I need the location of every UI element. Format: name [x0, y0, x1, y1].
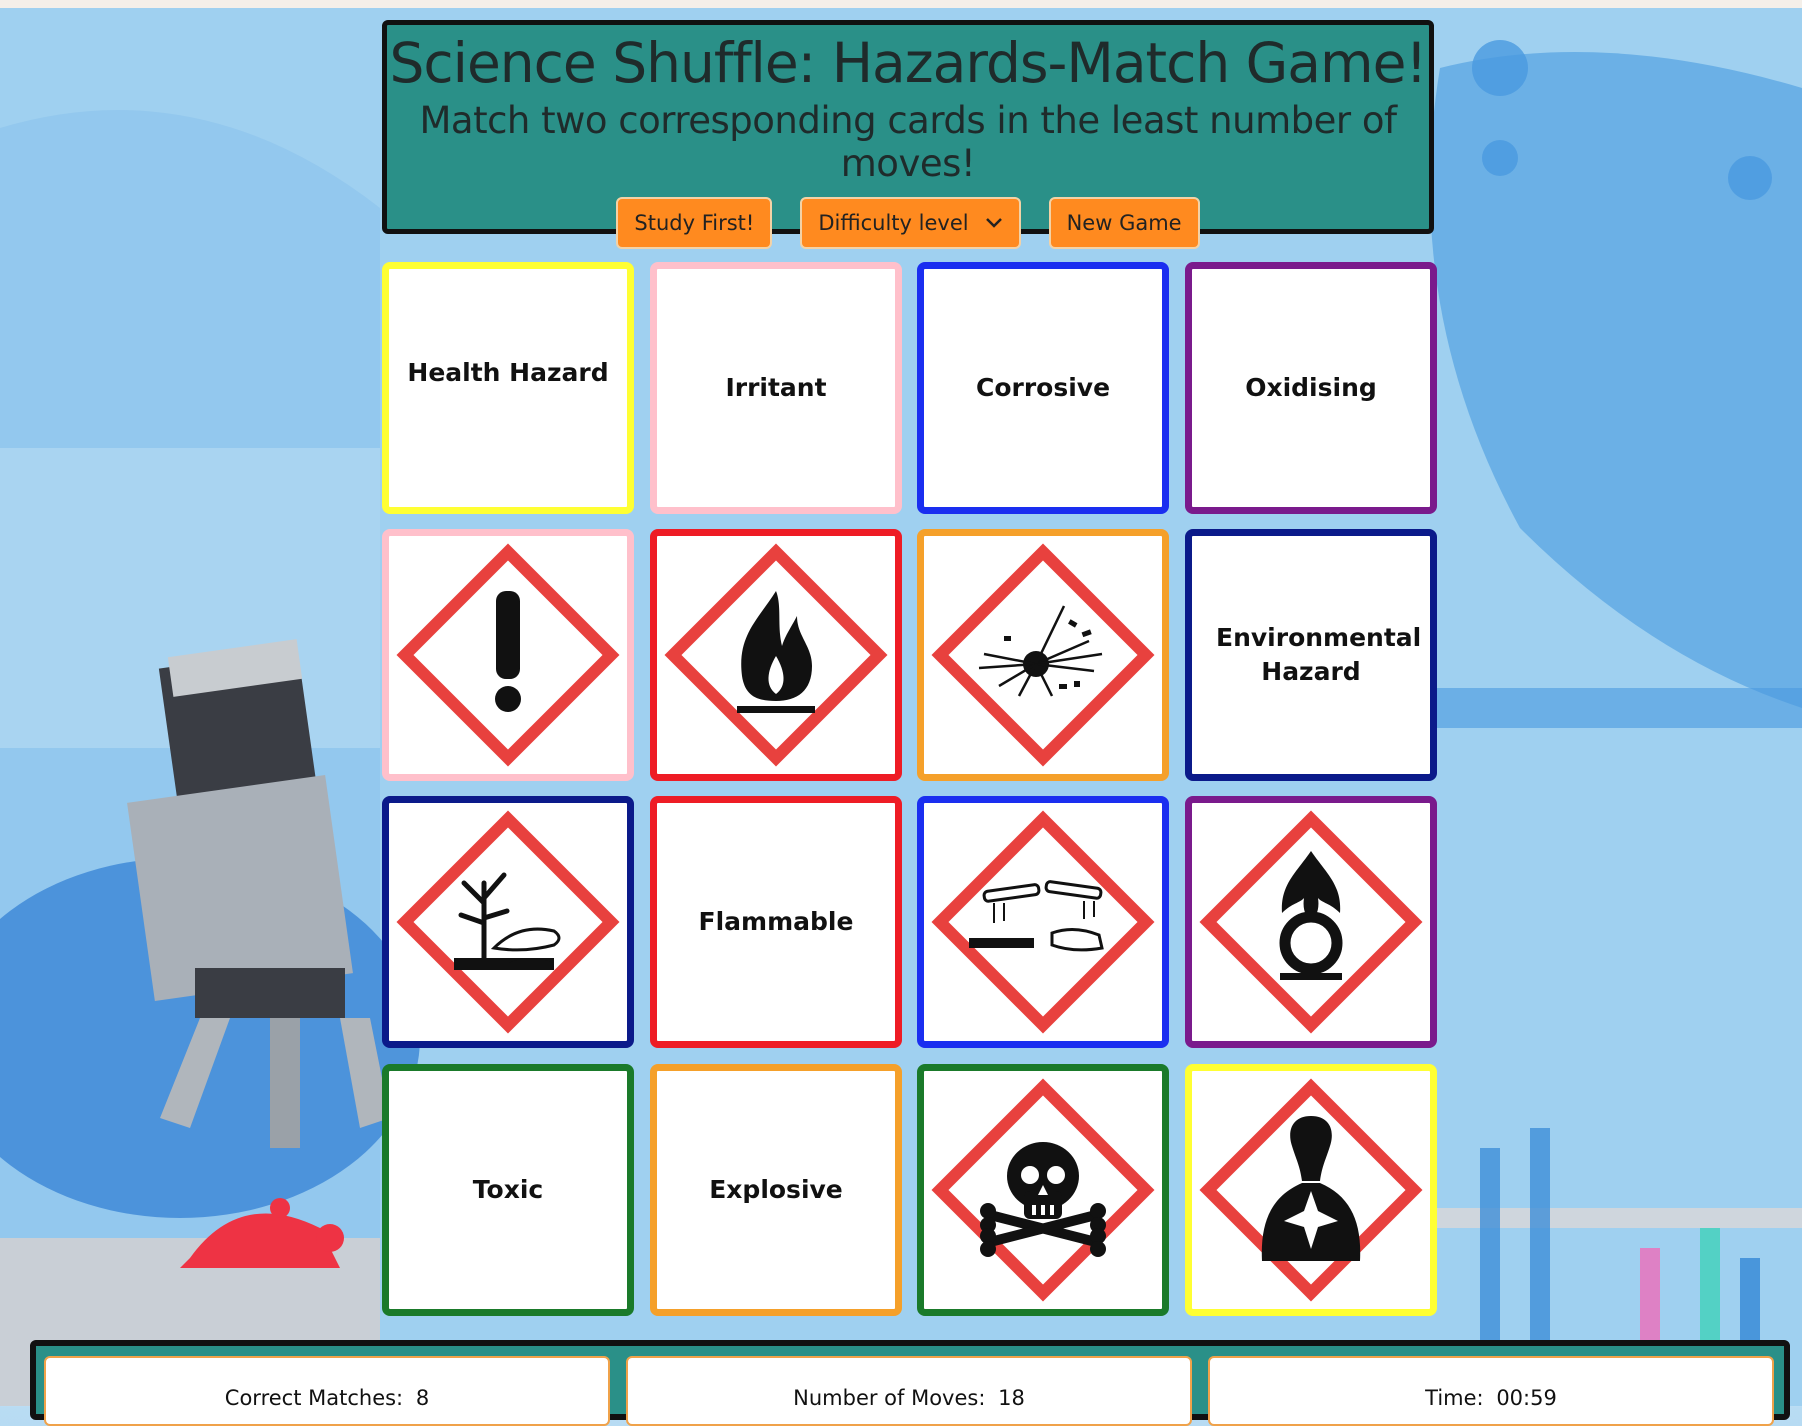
card-corrosion-icon[interactable] — [917, 796, 1169, 1048]
corrosion-icon — [924, 803, 1162, 1041]
correct-matches-stat: Correct Matches: 8 — [44, 1356, 610, 1426]
correct-matches-value: 8 — [415, 1386, 430, 1410]
flame-over-circle-icon — [1192, 803, 1430, 1041]
flame-icon — [657, 536, 895, 774]
time-label: Time: — [1425, 1386, 1484, 1410]
difficulty-label: Difficulty level — [818, 211, 969, 235]
card-oxidising-text[interactable]: Oxidising — [1185, 262, 1437, 514]
skull-crossbones-icon — [924, 1071, 1162, 1309]
time-value: 00:59 — [1496, 1386, 1557, 1410]
number-of-moves-label: Number of Moves: — [793, 1386, 986, 1410]
card-irritant-text[interactable]: Irritant — [650, 262, 902, 514]
correct-matches-label: Correct Matches: — [224, 1386, 404, 1410]
card-label: Irritant — [725, 373, 827, 403]
stats-footer: Correct Matches: 8 Number of Moves: 18 T… — [30, 1340, 1790, 1426]
time-stat: Time: 00:59 — [1208, 1356, 1774, 1426]
explosion-icon — [924, 536, 1162, 774]
card-label: Environmental Hazard — [1216, 623, 1422, 686]
card-toxic-text[interactable]: Toxic — [382, 1064, 634, 1316]
card-flame-over-circle-icon[interactable] — [1185, 796, 1437, 1048]
card-environment-icon[interactable] — [382, 796, 634, 1048]
header-panel: Science Shuffle: Hazards-Match Game! Mat… — [382, 20, 1434, 249]
exclamation-icon — [389, 536, 627, 774]
card-label: Explosive — [709, 1175, 843, 1205]
card-explosive-text[interactable]: Explosive — [650, 1064, 902, 1316]
difficulty-dropdown[interactable]: Difficulty level — [800, 197, 1021, 249]
card-flammable-text[interactable]: Flammable — [650, 796, 902, 1048]
card-environmental-hazard-text[interactable]: Environmental Hazard — [1185, 529, 1437, 781]
card-label: Corrosive — [975, 373, 1111, 403]
health-hazard-icon — [1192, 1071, 1430, 1309]
card-explosion-icon[interactable] — [917, 529, 1169, 781]
card-skull-crossbones-icon[interactable] — [917, 1064, 1169, 1316]
number-of-moves-value: 18 — [998, 1386, 1025, 1410]
card-label: Health Hazard — [407, 358, 609, 388]
new-game-button[interactable]: New Game — [1048, 197, 1200, 249]
card-label: Flammable — [698, 907, 854, 937]
study-first-label: Study First! — [634, 211, 755, 235]
number-of-moves-stat: Number of Moves: 18 — [626, 1356, 1192, 1426]
card-flame-icon[interactable] — [650, 529, 902, 781]
card-health-hazard-icon[interactable] — [1185, 1064, 1437, 1316]
new-game-label: New Game — [1066, 211, 1182, 235]
header-button-row: Study First! Difficulty level New Game — [387, 197, 1429, 249]
game-subtitle: Match two corresponding cards in the lea… — [419, 99, 1397, 185]
card-health-hazard-text[interactable]: Health Hazard — [382, 262, 634, 514]
game-title: Science Shuffle: Hazards-Match Game! — [389, 31, 1428, 95]
card-label: Toxic — [472, 1175, 544, 1205]
browser-top-strip — [0, 0, 1802, 8]
card-corrosive-text[interactable]: Corrosive — [917, 262, 1169, 514]
card-label: Oxidising — [1245, 373, 1377, 403]
environment-icon — [389, 803, 627, 1041]
chevron-down-icon — [985, 218, 1002, 228]
study-first-button[interactable]: Study First! — [616, 197, 773, 249]
card-exclamation-icon[interactable] — [382, 529, 634, 781]
